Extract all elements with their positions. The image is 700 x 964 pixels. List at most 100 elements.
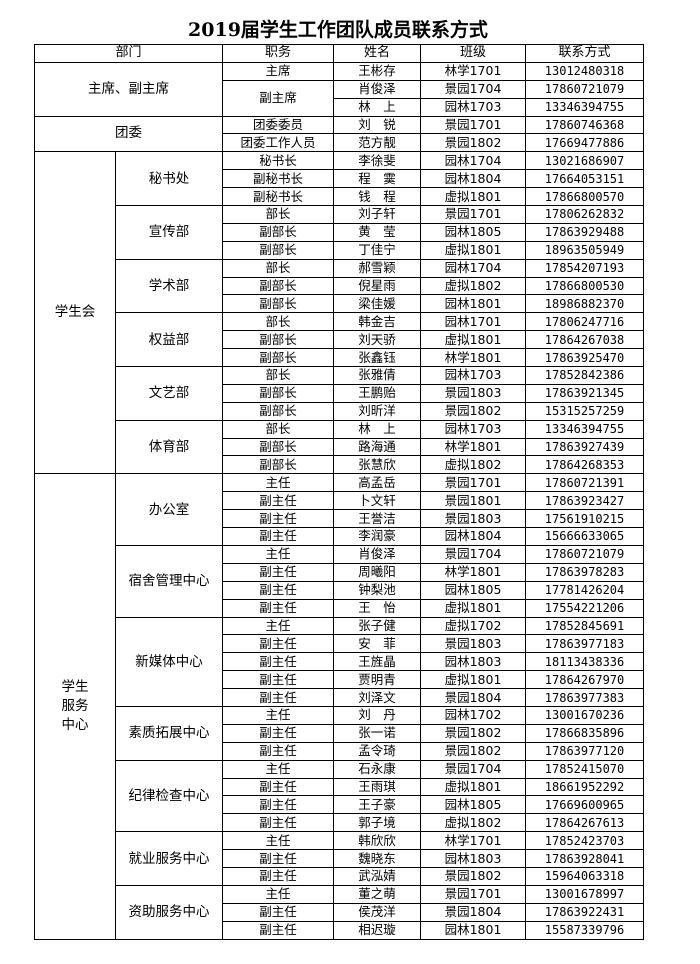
sub-department-cell: 体育部 [114, 419, 224, 475]
class-cell: 虚拟1801 [420, 670, 527, 690]
role-cell: 副部长 [222, 455, 335, 475]
name-cell: 孟令琦 [333, 741, 422, 761]
class-cell: 园林1804 [420, 527, 527, 546]
class-cell: 园林1703 [420, 366, 527, 385]
role-cell: 副主任 [222, 598, 335, 618]
role-cell: 副主任 [222, 580, 335, 600]
class-cell: 园林1703 [420, 419, 527, 439]
name-cell: 安 菲 [333, 634, 422, 654]
table-row: 宿舍管理中心 主任 肖俊泽 景园1704 17860721079 [35, 544, 645, 618]
class-cell: 景园1802 [420, 866, 527, 886]
name-cell: 卜文轩 [333, 491, 422, 511]
name-cell: 李徐斐 [333, 151, 422, 171]
table-row: 副部长 张鑫钰 林学1801 17863925470 [35, 348, 645, 368]
name-cell: 路海通 [333, 437, 422, 457]
class-cell: 林学1701 [420, 831, 527, 851]
sub-department-cell: 学术部 [114, 258, 224, 314]
table-row: 宣传部 部长 刘子轩 景园1701 17806262832 [35, 205, 645, 260]
name-cell: 相迟璇 [333, 920, 422, 940]
name-cell: 刘天骄 [333, 330, 422, 350]
role-cell: 副部长 [222, 222, 335, 242]
class-cell: 景园1704 [420, 79, 527, 99]
phone-cell: 17806247716 [525, 312, 645, 332]
class-cell: 林学1801 [420, 348, 527, 368]
phone-cell: 17852415070 [525, 759, 645, 779]
phone-cell: 13012480318 [525, 61, 645, 81]
phone-cell: 17864267038 [525, 330, 645, 350]
table-row: 副部长 路海通 林学1801 17863927439 [35, 437, 645, 457]
class-cell: 景园1804 [420, 902, 527, 922]
role-cell: 副部长 [222, 437, 335, 457]
class-cell: 景园1802 [420, 133, 527, 153]
name-cell: 林 上 [333, 97, 422, 117]
sub-department-cell: 就业服务中心 [114, 831, 224, 886]
role-cell: 副秘书长 [222, 169, 335, 189]
table-row: 学生会 秘书处 秘书长 李徐斐 园林1704 13021686907 [34, 151, 645, 475]
name-cell: 刘昕洋 [333, 401, 422, 421]
sub-department-cell: 文艺部 [114, 366, 224, 421]
table-row: 副主任 王旌晶 园林1803 18113438336 [35, 652, 645, 672]
phone-cell: 13346394755 [525, 419, 645, 439]
sub-department-cell: 纪律检查中心 [114, 759, 224, 833]
name-cell: 韩金吉 [333, 312, 422, 332]
role-cell: 副主任 [222, 866, 335, 886]
class-cell: 景园1701 [420, 884, 527, 904]
phone-cell: 17863923427 [525, 491, 645, 511]
page-title: 2019届学生工作团队成员联系方式 [188, 19, 488, 41]
phone-cell: 17864267613 [525, 813, 645, 833]
name-cell: 张慧欣 [333, 455, 422, 475]
role-cell: 副主任 [222, 920, 335, 940]
role-cell: 副主任 [222, 491, 335, 511]
phone-cell: 17864268353 [525, 455, 645, 475]
class-cell: 景园1804 [420, 688, 527, 707]
table-row: 学生 服务 中心 办公室 主任 高孟岳 景园1701 17860721391 [34, 473, 645, 940]
role-cell: 团委委员 [222, 115, 335, 135]
table-row: 资助服务中心 主任 董之萌 景园1701 13001678997 [35, 884, 645, 940]
class-cell: 景园1701 [420, 115, 527, 135]
department-cell: 团委 [33, 115, 224, 153]
phone-cell: 15587339796 [525, 920, 645, 940]
role-cell: 副部长 [222, 401, 335, 421]
role-cell: 副主任 [222, 813, 335, 833]
phone-cell: 17863977183 [525, 634, 645, 654]
role-cell: 秘书长 [222, 151, 335, 171]
table-row: 副主任 郭子境 虚拟1802 17864267613 [35, 813, 645, 833]
table-row: 团委 团委委员刘 锐景园1701 17860746368 [33, 115, 645, 153]
table-row: 副秘书长程 霙园林1804 17664053151 [35, 169, 645, 189]
class-cell: 园林1702 [420, 705, 527, 725]
phone-cell: 17863921345 [525, 383, 645, 403]
phone-cell: 13346394755 [525, 97, 645, 117]
sub-department-cell: 办公室 [114, 473, 224, 546]
name-cell: 梁佳媛 [333, 294, 422, 314]
sub-department-cell: 宣传部 [114, 205, 224, 260]
table-row: 副主任 张一诺 景园1802 17866835896 [35, 723, 645, 743]
role-cell: 主任 [222, 473, 335, 493]
role-cell: 部长 [222, 205, 335, 224]
role-cell: 副主任 [222, 688, 335, 707]
class-cell: 园林1805 [420, 580, 527, 600]
name-cell: 韩欣欣 [333, 831, 422, 851]
table-row: 副主任王 怡虚拟1801 17554221206 [35, 598, 645, 618]
sub-department-cell: 宿舍管理中心 [114, 544, 224, 618]
class-cell: 园林1805 [420, 222, 527, 242]
name-cell: 刘子轩 [333, 205, 422, 224]
class-cell: 园林1703 [420, 97, 527, 117]
class-cell: 林学1701 [420, 61, 527, 81]
class-cell: 园林1704 [420, 258, 527, 278]
table-row: 副主席 肖俊泽 景园1704 17860721079 [35, 79, 645, 117]
phone-cell: 17863925470 [525, 348, 645, 368]
class-cell: 景园1704 [420, 759, 527, 779]
table-row: 文艺部 部长 张雅倩 园林1703 17852842386 [35, 366, 645, 421]
department-cell: 学生会 [34, 151, 116, 475]
phone-cell: 17863922431 [525, 902, 645, 922]
role-cell: 副主任 [222, 795, 335, 815]
class-cell: 虚拟1802 [420, 276, 527, 296]
name-cell: 张子健 [333, 616, 422, 636]
name-cell: 石永康 [333, 759, 422, 779]
table-row: 权益部 部长 韩金吉 园林1701 17806247716 [35, 312, 645, 368]
table-row: 副主任 钟梨池 园林1805 17781426204 [35, 580, 645, 600]
role-cell: 副部长 [222, 383, 335, 403]
role-cell: 主任 [222, 759, 335, 779]
role-cell: 副部长 [222, 294, 335, 314]
role-cell: 主任 [222, 705, 335, 725]
